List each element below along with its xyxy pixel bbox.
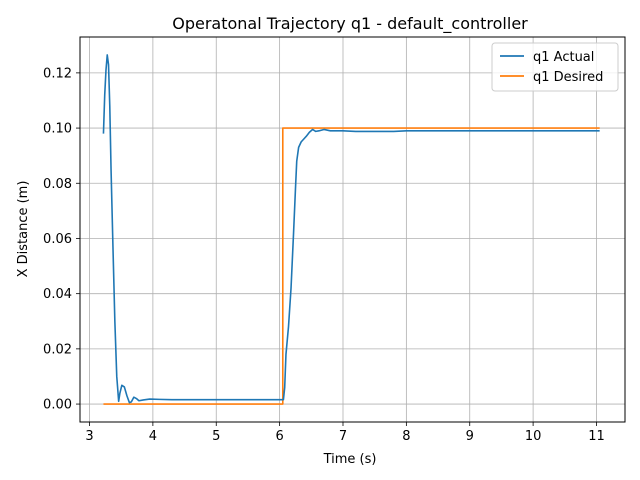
x-tick-label: 5 <box>212 429 220 444</box>
y-tick-label: 0.00 <box>43 398 72 413</box>
x-tick-label: 9 <box>466 429 474 444</box>
y-tick-label: 0.02 <box>43 342 72 357</box>
y-tick-label: 0.06 <box>43 232 72 247</box>
x-axis-label: Time (s) <box>323 452 377 467</box>
legend: q1 Actual q1 Desired <box>491 42 619 92</box>
x-tick-label: 6 <box>275 429 283 444</box>
series-line-q1-actual <box>102 54 600 404</box>
y-tick-label: 0.08 <box>43 177 72 192</box>
chart-title: Operatonal Trajectory q1 - default_contr… <box>172 14 528 34</box>
x-tick-label: 7 <box>339 429 347 444</box>
x-tick-label: 3 <box>85 429 93 444</box>
tick-layer: 3 4 5 6 7 8 9 10 11 0.00 0.02 0.04 0.06 0.08 0.10 0.12 <box>43 66 605 444</box>
x-tick-label: 10 <box>525 429 542 444</box>
y-tick-label: 0.12 <box>43 66 72 81</box>
x-tick-label: 4 <box>149 429 157 444</box>
legend-label-q1-actual: q1 Actual <box>533 50 594 65</box>
plot-frame <box>79 36 626 423</box>
x-tick-label: 11 <box>588 429 605 444</box>
series-line-q1-desired <box>103 127 600 405</box>
y-axis-label: X Distance (m) <box>16 181 31 278</box>
y-tick-label: 0.04 <box>43 287 72 302</box>
x-tick-label: 8 <box>402 429 410 444</box>
series-layer <box>102 54 600 405</box>
legend-label-q1-desired: q1 Desired <box>533 70 603 85</box>
legend-box <box>491 42 619 92</box>
y-tick-label: 0.10 <box>43 122 72 137</box>
